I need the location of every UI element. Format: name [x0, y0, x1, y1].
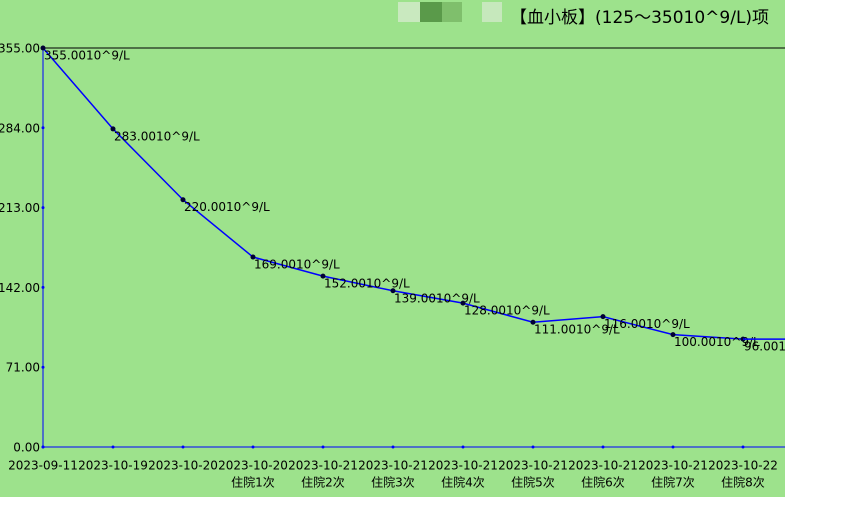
y-tick	[41, 285, 45, 289]
point	[530, 319, 536, 325]
blur-block	[398, 2, 420, 22]
y-tick-label: 71.00	[6, 361, 40, 375]
point	[110, 126, 116, 132]
x-tick-label: 2023-10-20	[218, 459, 288, 473]
x-tick-label: 2023-10-22	[708, 459, 778, 473]
x-tick	[671, 445, 675, 449]
x-tick	[461, 445, 465, 449]
x-tick	[321, 445, 325, 449]
point	[670, 332, 676, 338]
point	[320, 273, 326, 279]
x-tick	[251, 445, 255, 449]
x-tick	[111, 445, 115, 449]
x-tick	[741, 445, 745, 449]
x-tick-label: 2023-10-21	[288, 459, 358, 473]
y-tick	[41, 126, 45, 130]
y-tick-label: 142.00	[0, 281, 40, 295]
x-tick-label: 2023-10-19	[78, 459, 148, 473]
point	[600, 314, 606, 320]
x-tick-note: 住院1次	[231, 476, 275, 490]
point	[460, 300, 466, 306]
x-tick-note: 住院5次	[511, 476, 555, 490]
x-tick	[601, 445, 605, 449]
x-tick	[181, 445, 185, 449]
chart-title: 【血小板】(125～35010^9/L)项	[510, 8, 769, 28]
x-tick-label: 2023-10-21	[638, 459, 708, 473]
x-tick-label: 2023-09-11	[8, 459, 78, 473]
x-tick-note: 住院7次	[651, 476, 695, 490]
data-label: 100.0010^9/L	[674, 335, 760, 349]
x-tick-label: 2023-10-21	[498, 459, 568, 473]
y-tick	[41, 206, 45, 210]
data-label: 283.0010^9/L	[114, 129, 200, 143]
x-tick	[41, 445, 45, 449]
x-tick-label: 2023-10-21	[568, 459, 638, 473]
blur-block	[482, 2, 502, 22]
x-tick-note: 住院6次	[581, 476, 625, 490]
x-tick-label: 2023-10-20	[148, 459, 218, 473]
y-tick-label: 355.00	[0, 42, 40, 56]
data-label: 355.0010^9/L	[44, 49, 130, 63]
data-label: 116.0010^9/L	[604, 317, 690, 331]
data-label: 96.0010^9/L	[744, 340, 822, 354]
x-tick-label: 2023-10-21	[358, 459, 428, 473]
point	[180, 197, 186, 203]
point	[40, 45, 46, 51]
y-tick-label: 0.00	[13, 441, 40, 455]
y-tick-label: 213.00	[0, 201, 40, 215]
data-label: 220.0010^9/L	[184, 200, 270, 214]
x-tick-note: 住院4次	[441, 476, 485, 490]
data-label: 111.0010^9/L	[534, 323, 620, 337]
x-tick-note: 住院2次	[301, 476, 345, 490]
y-tick-label: 284.00	[0, 121, 40, 135]
data-label: 152.0010^9/L	[324, 277, 410, 291]
data-label: 169.0010^9/L	[254, 258, 340, 272]
point	[390, 288, 396, 294]
data-label: 139.0010^9/L	[394, 291, 480, 305]
point	[250, 254, 256, 260]
blur-block	[442, 2, 462, 22]
x-tick-note: 住院8次	[721, 476, 765, 490]
x-tick	[531, 445, 535, 449]
plot-background	[0, 0, 785, 497]
x-tick	[391, 445, 395, 449]
y-tick	[41, 365, 45, 369]
x-tick-label: 2023-10-21	[428, 459, 498, 473]
blur-block	[420, 2, 442, 22]
data-label: 128.0010^9/L	[464, 304, 550, 318]
x-tick-note: 住院3次	[371, 476, 415, 490]
